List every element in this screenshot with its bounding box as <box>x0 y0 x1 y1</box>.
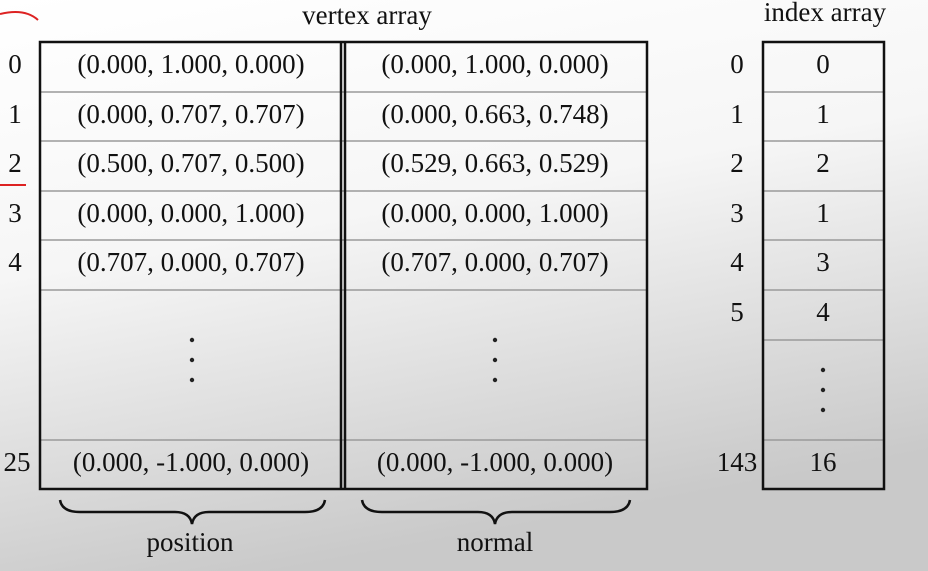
position-label: position <box>146 527 234 557</box>
row-index: 25 <box>4 447 31 477</box>
normal-cell: (0.707, 0.000, 0.707) <box>381 247 608 277</box>
row-index: 3 <box>8 198 22 228</box>
index-label: 3 <box>730 198 744 228</box>
position-cell: (0.000, 1.000, 0.000) <box>77 49 304 79</box>
index-label: 2 <box>730 148 744 178</box>
index-value: 1 <box>816 99 830 129</box>
index-label: 4 <box>730 247 744 277</box>
index-value: 16 <box>810 447 837 477</box>
normal-label: normal <box>457 527 533 557</box>
row-index: 2 <box>8 148 22 178</box>
ellipsis-dots <box>189 337 826 413</box>
normal-cell: (0.529, 0.663, 0.529) <box>381 148 608 178</box>
normal-cell: (0.000, 1.000, 0.000) <box>381 49 608 79</box>
normal-cell: (0.000, 0.000, 1.000) <box>381 198 608 228</box>
index-value: 1 <box>816 198 830 228</box>
index-value: 0 <box>816 49 830 79</box>
vertex-array-title: vertex array <box>302 0 432 30</box>
index-value: 2 <box>816 148 830 178</box>
position-cell: (0.000, 0.000, 1.000) <box>77 198 304 228</box>
index-label: 1 <box>730 99 744 129</box>
row-index: 4 <box>8 247 22 277</box>
index-table <box>761 40 886 491</box>
position-cell: (0.500, 0.707, 0.500) <box>77 148 304 178</box>
row-index: 0 <box>8 49 22 79</box>
position-cell: (0.000, -1.000, 0.000) <box>73 447 309 477</box>
index-label: 0 <box>730 49 744 79</box>
normal-cell: (0.000, 0.663, 0.748) <box>381 99 608 129</box>
position-cell: (0.000, 0.707, 0.707) <box>77 99 304 129</box>
vertex-table <box>38 40 649 491</box>
braces <box>58 499 632 525</box>
normal-cell: (0.000, -1.000, 0.000) <box>377 447 613 477</box>
index-label: 5 <box>730 297 744 327</box>
red-annotation <box>0 11 39 186</box>
index-value: 4 <box>816 297 830 327</box>
row-index: 1 <box>8 99 22 129</box>
position-cell: (0.707, 0.000, 0.707) <box>77 247 304 277</box>
index-value: 3 <box>816 247 830 277</box>
index-label: 143 <box>717 447 758 477</box>
index-array-title: index array <box>764 0 887 27</box>
